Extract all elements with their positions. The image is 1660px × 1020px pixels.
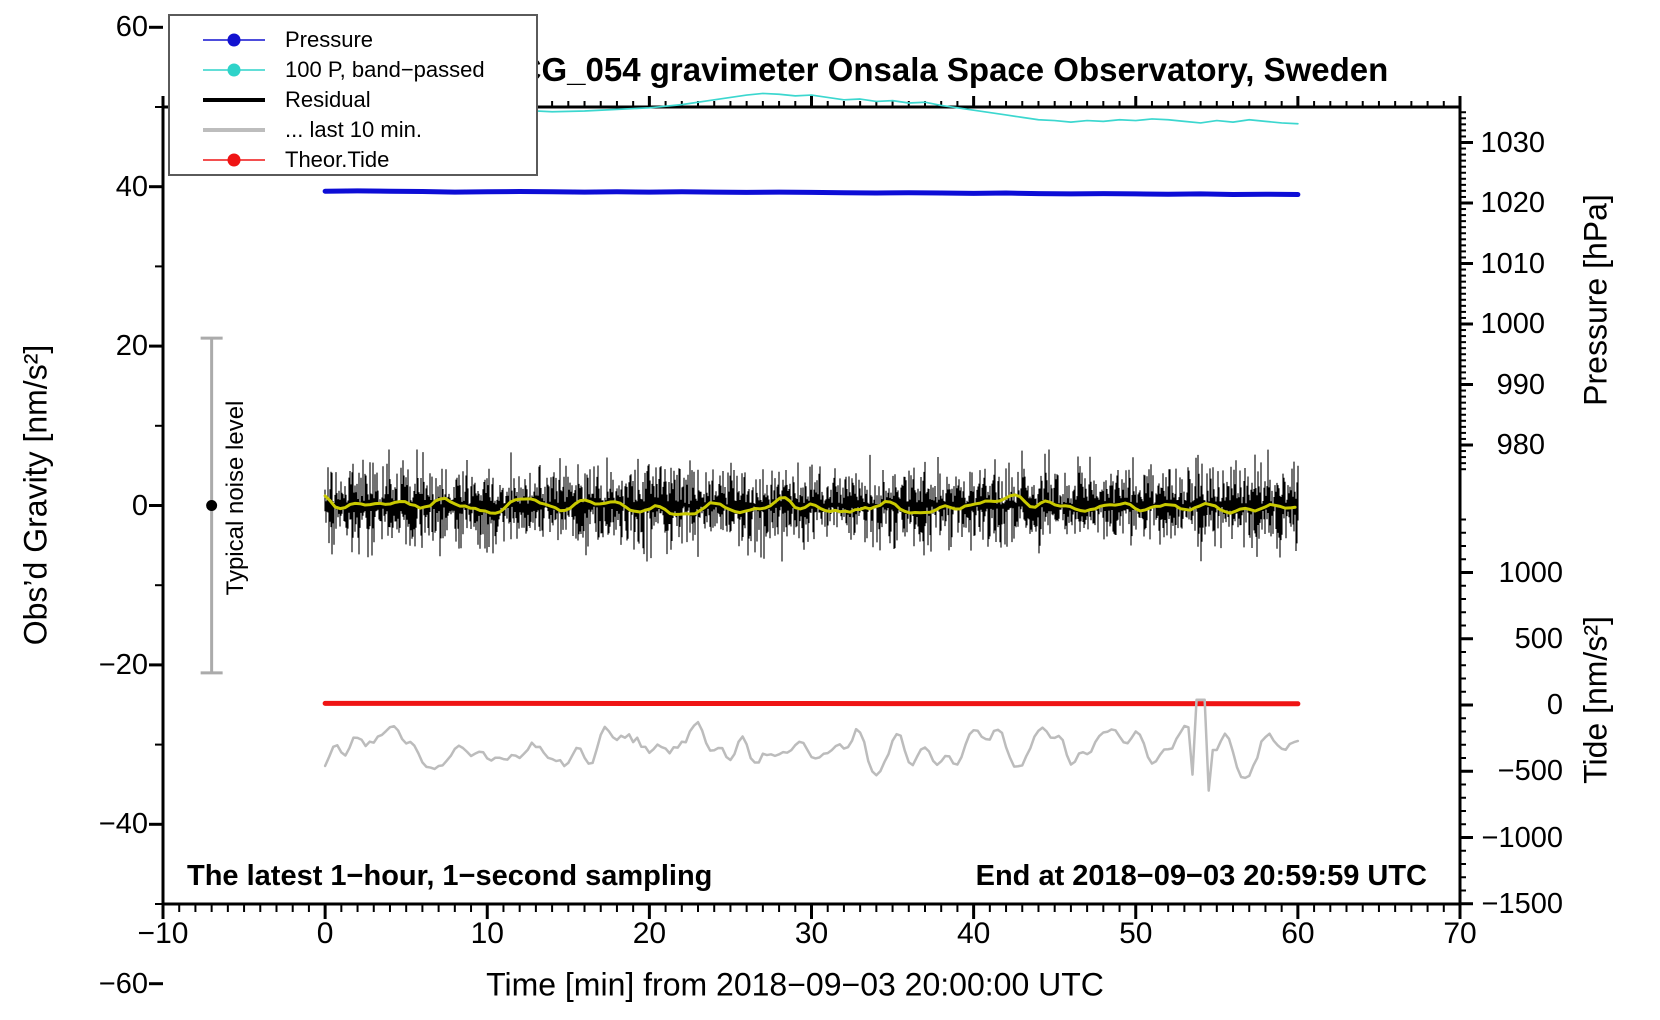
tide-tick-label: 500 <box>1514 622 1563 655</box>
legend-line <box>203 98 265 102</box>
pressure-tick-label: 990 <box>1496 368 1545 401</box>
annotation-sampling: The latest 1−hour, 1−second sampling <box>187 860 713 892</box>
series-last-10-min <box>323 698 1300 792</box>
x-tick-label: 50 <box>1119 917 1153 950</box>
legend-marker-dot-line <box>203 33 265 47</box>
legend-marker-line <box>203 128 265 132</box>
y-left-tick-label: 0 <box>131 489 148 522</box>
y-left-tick-label: −40 <box>98 808 148 841</box>
y-right-pressure-axis-title: Pressure [hPa] <box>1577 194 1614 406</box>
pressure-tick-label: 980 <box>1496 429 1545 461</box>
x-tick-label: 20 <box>632 917 667 950</box>
legend-dot <box>227 63 241 77</box>
annotation-end-time: End at 2018−09−03 20:59:59 UTC <box>975 860 1427 892</box>
legend-marker-dot-line <box>203 153 265 167</box>
x-tick-label: 0 <box>316 917 334 950</box>
legend-dot <box>227 33 241 47</box>
y-left-tick-label: 40 <box>115 170 148 203</box>
x-axis-title: Time [min] from 2018−09−03 20:00:00 UTC <box>486 966 1104 1003</box>
x-tick-label: 10 <box>470 917 504 950</box>
legend-item: Theor.Tide <box>170 145 536 175</box>
legend-line <box>203 128 265 132</box>
pressure-tick-label: 1020 <box>1480 187 1545 219</box>
series-pressure <box>322 188 1301 198</box>
legend-item: 100 P, band−passed <box>170 55 536 85</box>
legend-label: Pressure <box>285 27 374 52</box>
legend-label: Residual <box>285 87 371 112</box>
y-left-tick-label: −20 <box>98 648 148 681</box>
legend-marker-dot-line <box>203 63 265 77</box>
x-tick-label: −10 <box>137 917 189 950</box>
legend-item: ... last 10 min. <box>170 115 536 145</box>
pressure-tick-label: 1000 <box>1480 308 1545 340</box>
x-tick-label: 60 <box>1281 917 1315 950</box>
y-left-tick-label: 60 <box>115 11 148 44</box>
noise-level-label: Typical noise level <box>222 400 249 596</box>
pressure-tick-label: 1030 <box>1480 126 1545 159</box>
legend-label: ... last 10 min. <box>285 117 422 142</box>
legend-label: Theor.Tide <box>285 147 390 172</box>
tide-tick-label: −500 <box>1497 755 1563 788</box>
legend-dot <box>227 153 241 167</box>
pressure-tick-label: 1010 <box>1480 247 1545 280</box>
y-left-tick-label: −60 <box>98 967 148 1000</box>
series-residual-smoothed <box>323 493 1297 517</box>
x-tick-label: 30 <box>794 917 829 950</box>
legend-label: 100 P, band−passed <box>285 57 485 82</box>
legend-item: Pressure <box>170 25 536 55</box>
x-tick-label: 40 <box>956 917 991 950</box>
legend-marker-line <box>203 98 265 102</box>
chart-title: SCG_054 gravimeter Onsala Space Observat… <box>495 51 1389 88</box>
y-left-tick-label: 20 <box>115 330 148 363</box>
series-100-p-band-passed <box>324 92 1299 125</box>
legend-item: Residual <box>170 85 536 115</box>
tide-tick-label: −1500 <box>1481 887 1563 920</box>
tide-tick-label: 1000 <box>1498 556 1563 589</box>
legend: Pressure 100 P, band−passed Residual ... la… <box>168 14 538 176</box>
tide-tick-label: −1000 <box>1481 821 1563 854</box>
y-right-tide-axis-title: Tide [nm/s²] <box>1577 616 1614 784</box>
x-tick-label: 70 <box>1443 917 1477 950</box>
tide-tick-label: 0 <box>1546 689 1563 721</box>
noise-level-errorbar <box>200 336 223 675</box>
